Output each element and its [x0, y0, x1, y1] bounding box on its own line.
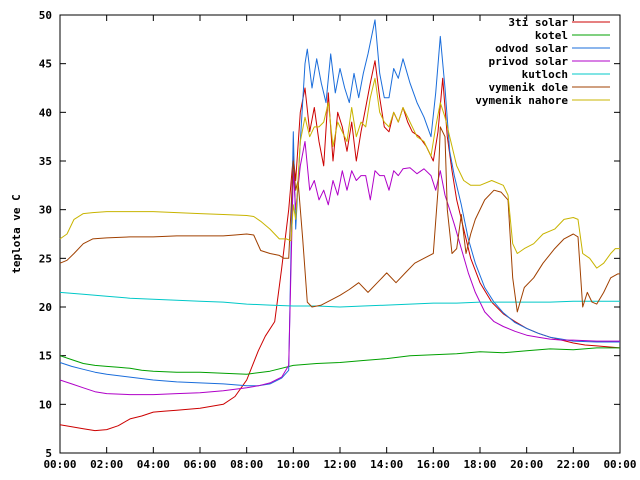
x-tick-label: 16:00	[417, 458, 450, 471]
legend-label: kotel	[535, 29, 568, 42]
y-tick-label: 45	[39, 58, 52, 71]
x-tick-label: 04:00	[137, 458, 170, 471]
y-tick-label: 10	[39, 398, 52, 411]
series-line-vymenik-nahore	[59, 77, 620, 269]
x-tick-label: 18:00	[463, 458, 496, 471]
x-tick-label: 00:00	[43, 458, 76, 471]
y-tick-label: 5	[45, 447, 52, 460]
axis-ticks: 5 10 15 20 25 30 35 40 45 50 00:00 02:00 04:00 06:00 0…	[39, 9, 637, 471]
legend-label: vymenik nahore	[475, 94, 568, 107]
legend-label: 3ti solar	[508, 16, 568, 29]
x-tick-label: 20:00	[510, 458, 543, 471]
series-line-odvod-solar	[59, 19, 620, 387]
y-tick-label: 25	[39, 252, 52, 265]
legend-label: privod solar	[489, 55, 569, 68]
x-tick-label: 06:00	[183, 458, 216, 471]
series-line-3ti-solar	[59, 60, 621, 432]
x-tick-label: 10:00	[277, 458, 310, 471]
y-tick-label: 20	[39, 301, 52, 314]
series-line-privod-solar	[59, 141, 620, 396]
x-tick-label: 08:00	[230, 458, 263, 471]
x-tick-label: 22:00	[557, 458, 590, 471]
series-lines	[59, 19, 621, 432]
y-tick-label: 15	[39, 350, 52, 363]
y-tick-label: 35	[39, 155, 52, 168]
y-tick-label: 50	[39, 9, 52, 22]
x-tick-label: 00:00	[603, 458, 636, 471]
y-tick-label: 30	[39, 204, 52, 217]
y-axis-label: teplota ve C	[10, 194, 23, 273]
x-tick-label: 12:00	[323, 458, 356, 471]
series-line-kutloch	[59, 291, 620, 308]
legend-label: vymenik dole	[489, 81, 569, 94]
y-tick-label: 40	[39, 106, 52, 119]
series-line-vymenik-dole	[59, 126, 620, 313]
legend-label: odvod solar	[495, 42, 568, 55]
x-tick-label: 02:00	[90, 458, 123, 471]
legend-label: kutloch	[522, 68, 568, 81]
series-line-kotel	[59, 347, 620, 375]
x-tick-label: 14:00	[370, 458, 403, 471]
